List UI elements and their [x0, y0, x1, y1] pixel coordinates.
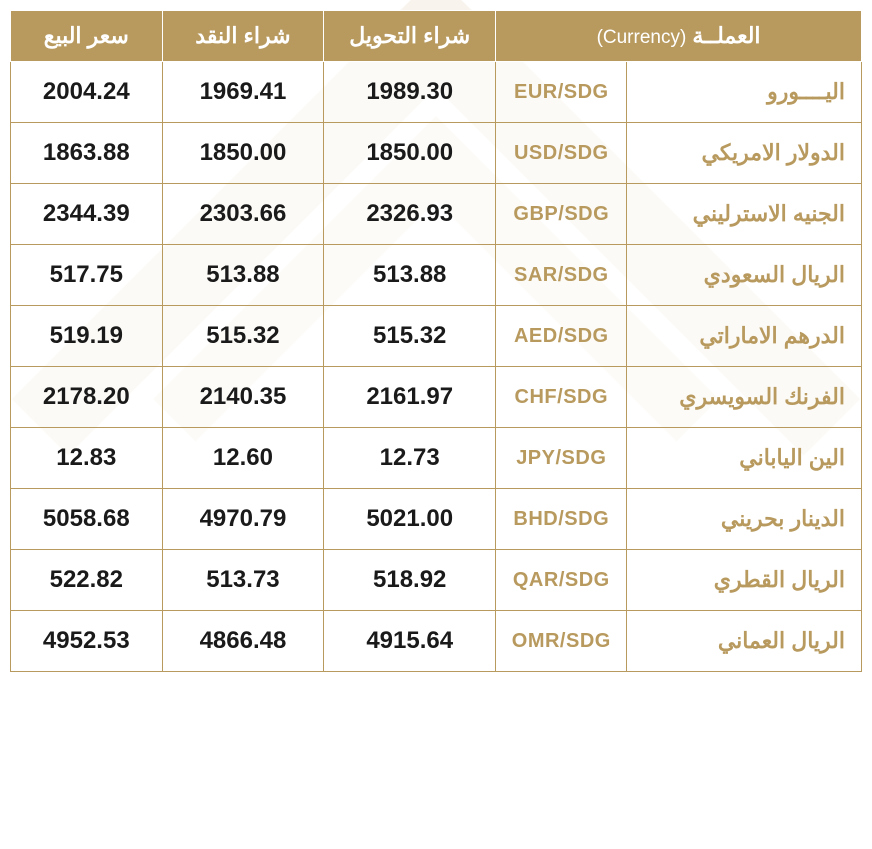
cell-code: USD/SDG — [496, 123, 627, 184]
cell-cash: 4866.48 — [162, 611, 324, 672]
cell-cash: 2303.66 — [162, 184, 324, 245]
cell-transfer: 2326.93 — [324, 184, 496, 245]
cell-transfer: 2161.97 — [324, 367, 496, 428]
cell-sell: 1863.88 — [11, 123, 163, 184]
header-transfer: شراء التحويل — [324, 11, 496, 62]
table-row: 1863.881850.001850.00USD/SDGالدولار الام… — [11, 123, 862, 184]
cell-name: الفرنك السويسري — [627, 367, 862, 428]
cell-cash: 12.60 — [162, 428, 324, 489]
table-row: 2004.241969.411989.30EUR/SDGاليــــورو — [11, 62, 862, 123]
header-currency-en: (Currency) — [597, 27, 687, 48]
cell-transfer: 1850.00 — [324, 123, 496, 184]
cell-code: BHD/SDG — [496, 489, 627, 550]
cell-code: GBP/SDG — [496, 184, 627, 245]
cell-code: OMR/SDG — [496, 611, 627, 672]
cell-name: الريال القطري — [627, 550, 862, 611]
cell-sell: 4952.53 — [11, 611, 163, 672]
cell-sell: 522.82 — [11, 550, 163, 611]
cell-sell: 12.83 — [11, 428, 163, 489]
cell-transfer: 515.32 — [324, 306, 496, 367]
cell-sell: 2344.39 — [11, 184, 163, 245]
table-header-row: سعر البيع شراء النقد شراء التحويل العملـ… — [11, 11, 862, 62]
cell-name: الجنيه الاسترليني — [627, 184, 862, 245]
table-row: 517.75513.88513.88SAR/SDGالريال السعودي — [11, 245, 862, 306]
cell-cash: 4970.79 — [162, 489, 324, 550]
cell-transfer: 4915.64 — [324, 611, 496, 672]
cell-code: EUR/SDG — [496, 62, 627, 123]
cell-cash: 513.88 — [162, 245, 324, 306]
cell-sell: 2004.24 — [11, 62, 163, 123]
table-row: 2344.392303.662326.93GBP/SDGالجنيه الاست… — [11, 184, 862, 245]
cell-sell: 5058.68 — [11, 489, 163, 550]
cell-name: اليــــورو — [627, 62, 862, 123]
cell-code: SAR/SDG — [496, 245, 627, 306]
header-currency-ar: العملــة — [692, 23, 760, 48]
cell-sell: 517.75 — [11, 245, 163, 306]
table-row: 522.82513.73518.92QAR/SDGالريال القطري — [11, 550, 862, 611]
cell-cash: 515.32 — [162, 306, 324, 367]
header-currency: العملــة (Currency) — [496, 11, 862, 62]
table-row: 519.19515.32515.32AED/SDGالدرهم الامارات… — [11, 306, 862, 367]
table-row: 2178.202140.352161.97CHF/SDGالفرنك السوي… — [11, 367, 862, 428]
header-sell: سعر البيع — [11, 11, 163, 62]
cell-name: الدولار الامريكي — [627, 123, 862, 184]
cell-transfer: 518.92 — [324, 550, 496, 611]
cell-code: CHF/SDG — [496, 367, 627, 428]
cell-transfer: 12.73 — [324, 428, 496, 489]
cell-code: AED/SDG — [496, 306, 627, 367]
currency-rates-table: سعر البيع شراء النقد شراء التحويل العملـ… — [10, 10, 862, 672]
cell-cash: 513.73 — [162, 550, 324, 611]
cell-cash: 1850.00 — [162, 123, 324, 184]
header-cash: شراء النقد — [162, 11, 324, 62]
cell-name: الين الياباني — [627, 428, 862, 489]
cell-name: الريال السعودي — [627, 245, 862, 306]
cell-transfer: 513.88 — [324, 245, 496, 306]
cell-code: QAR/SDG — [496, 550, 627, 611]
cell-sell: 519.19 — [11, 306, 163, 367]
table-row: 4952.534866.484915.64OMR/SDGالريال العما… — [11, 611, 862, 672]
cell-name: الريال العماني — [627, 611, 862, 672]
table-row: 5058.684970.795021.00BHD/SDGالدينار بحري… — [11, 489, 862, 550]
cell-name: الدرهم الاماراتي — [627, 306, 862, 367]
cell-transfer: 1989.30 — [324, 62, 496, 123]
cell-code: JPY/SDG — [496, 428, 627, 489]
table-body: 2004.241969.411989.30EUR/SDGاليــــورو18… — [11, 62, 862, 672]
cell-sell: 2178.20 — [11, 367, 163, 428]
cell-cash: 2140.35 — [162, 367, 324, 428]
cell-transfer: 5021.00 — [324, 489, 496, 550]
cell-cash: 1969.41 — [162, 62, 324, 123]
table-row: 12.8312.6012.73JPY/SDGالين الياباني — [11, 428, 862, 489]
cell-name: الدينار بحريني — [627, 489, 862, 550]
